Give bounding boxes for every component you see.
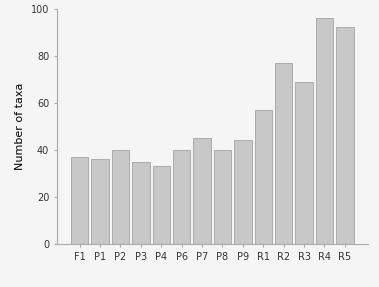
Bar — [214, 150, 231, 244]
Bar — [91, 159, 109, 244]
Bar — [193, 138, 211, 244]
Bar — [255, 110, 272, 244]
Bar — [173, 150, 190, 244]
Bar — [316, 18, 333, 244]
Bar — [275, 63, 292, 244]
Bar — [336, 28, 354, 244]
Bar — [71, 157, 88, 244]
Bar — [132, 162, 149, 244]
Y-axis label: Number of taxa: Number of taxa — [15, 83, 25, 170]
Bar — [295, 82, 313, 244]
Bar — [153, 166, 170, 244]
Bar — [234, 140, 252, 244]
Bar — [112, 150, 129, 244]
